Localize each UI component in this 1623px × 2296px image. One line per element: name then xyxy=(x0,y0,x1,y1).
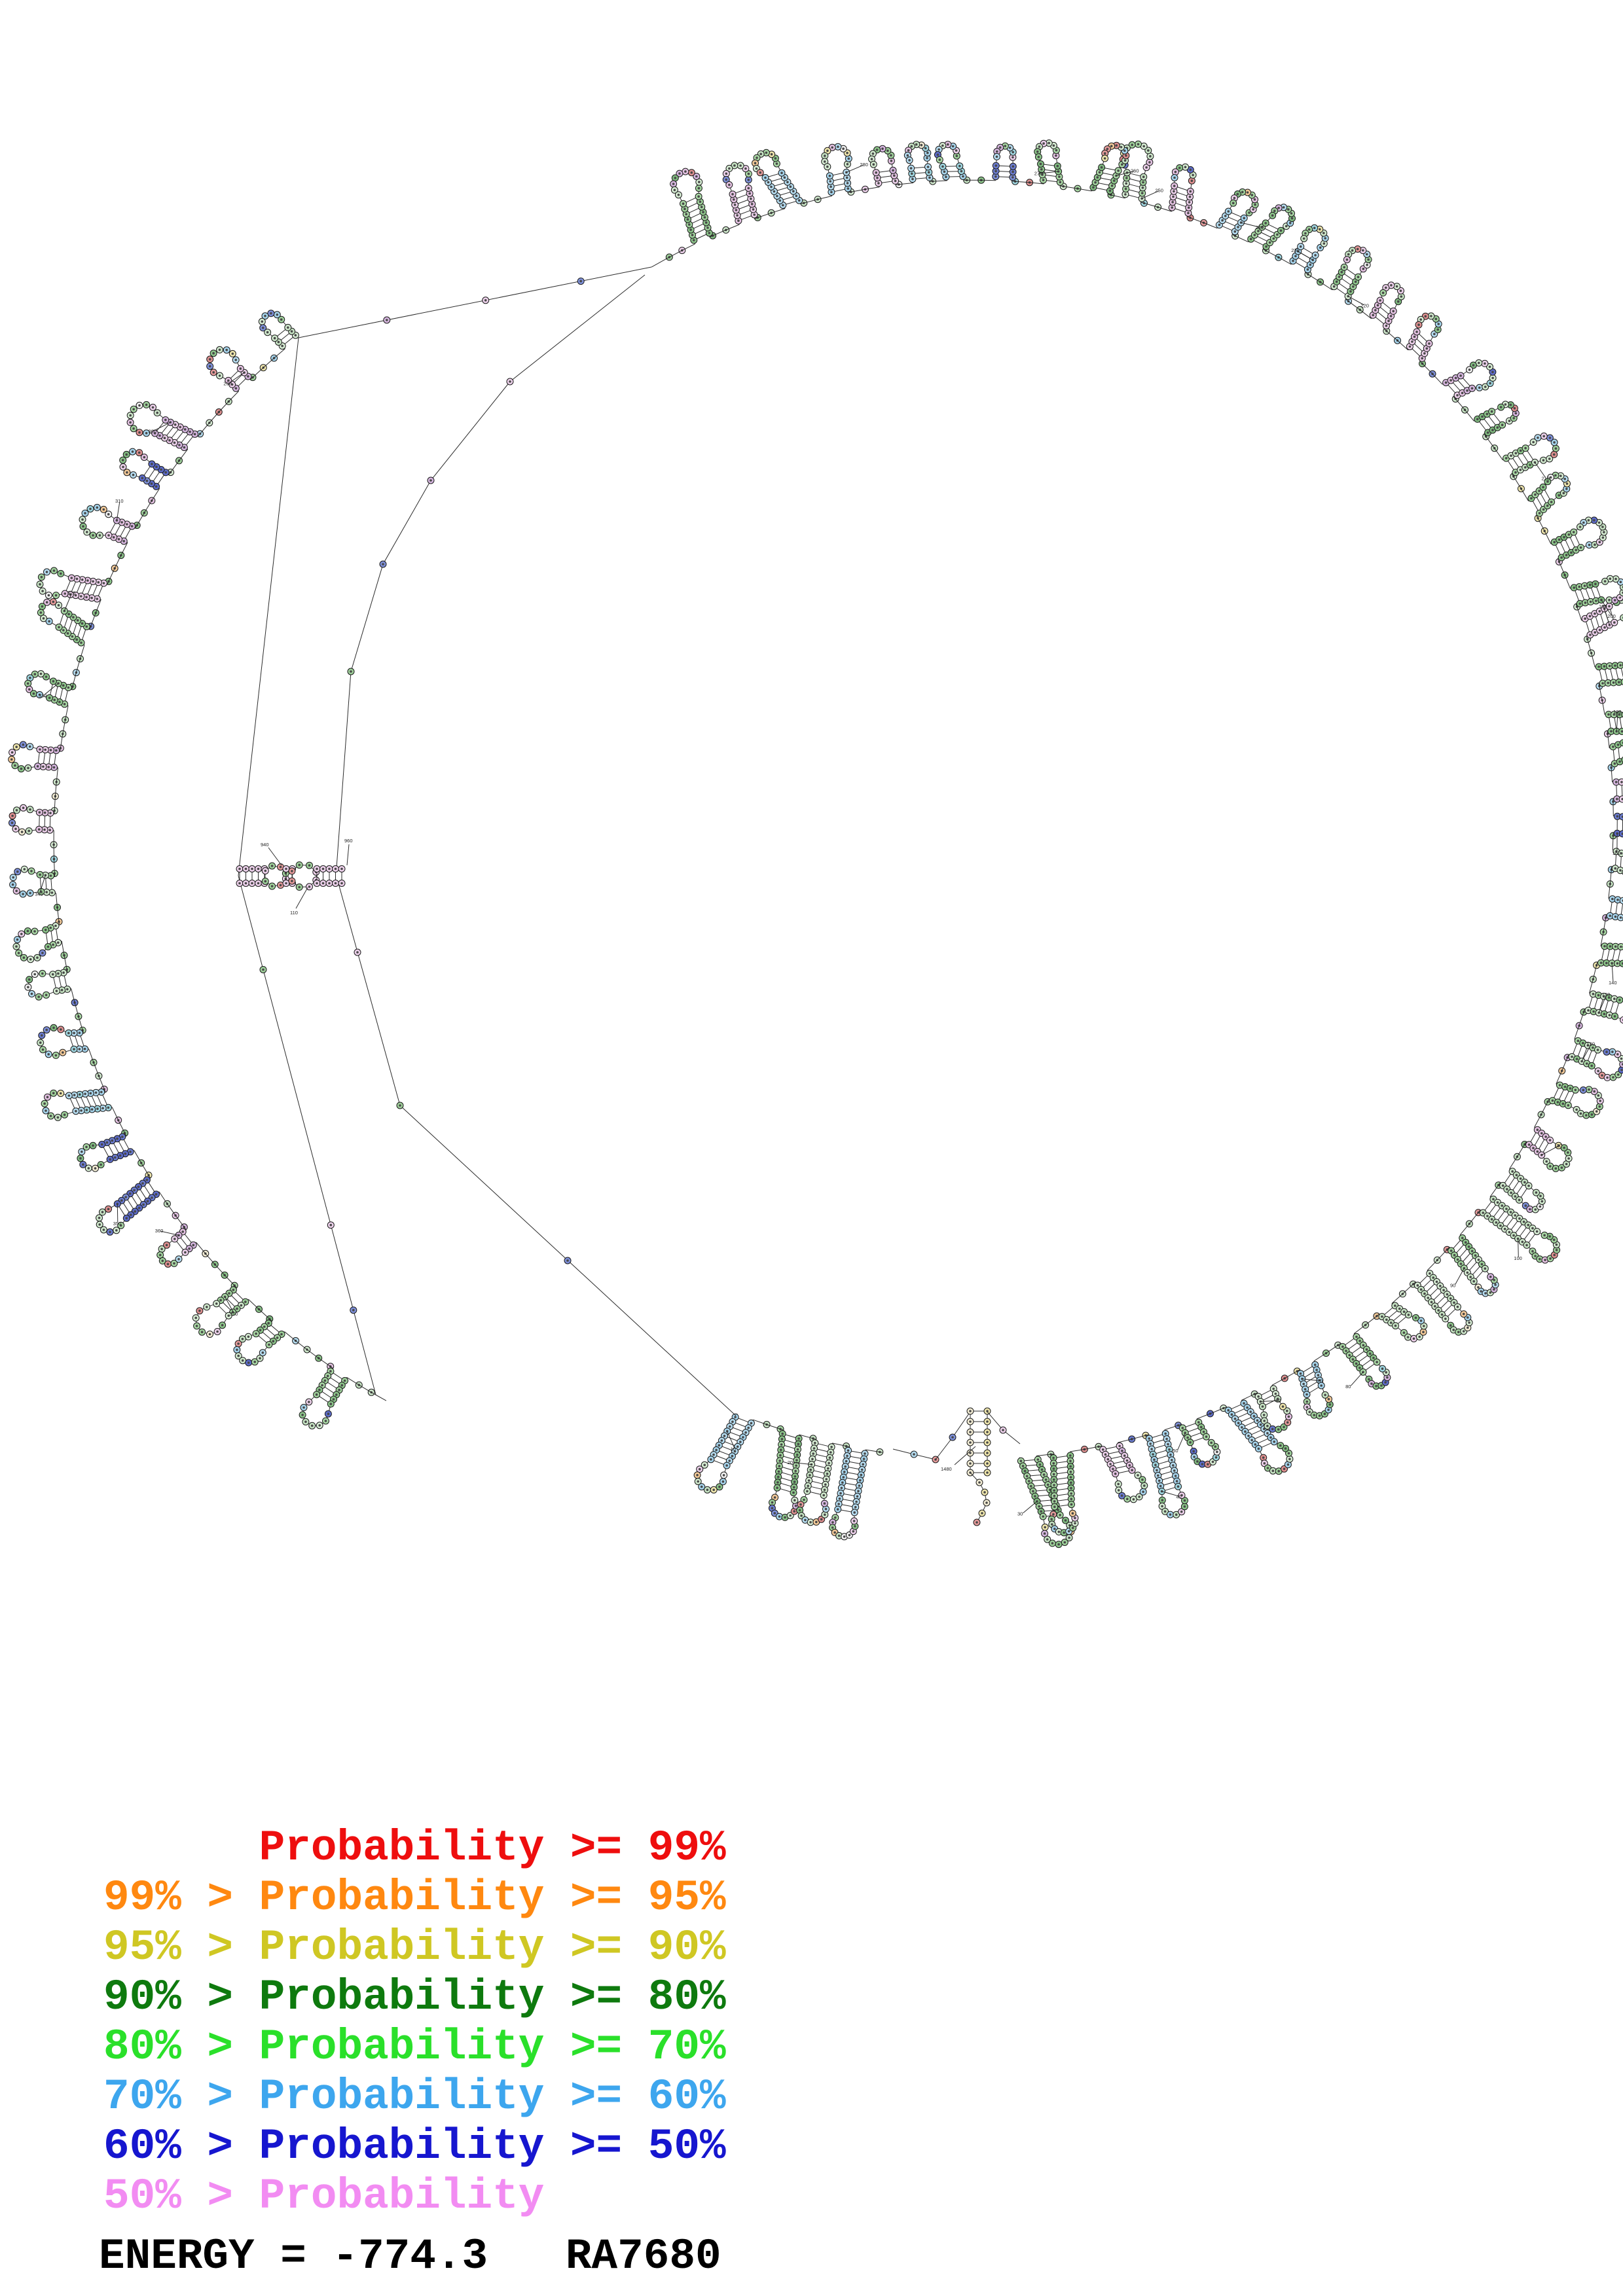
svg-text:230: 230 xyxy=(1291,247,1300,253)
svg-text:300: 300 xyxy=(149,428,157,434)
svg-text:95% > Probability >= 90%: 95% > Probability >= 90% xyxy=(103,1923,726,1972)
svg-text:60: 60 xyxy=(1275,1398,1281,1404)
svg-text:110: 110 xyxy=(290,910,298,916)
svg-text:960: 960 xyxy=(344,838,353,844)
svg-text:350: 350 xyxy=(113,1221,122,1227)
svg-text:100: 100 xyxy=(1514,1255,1522,1261)
svg-text:140: 140 xyxy=(1609,980,1617,986)
svg-text:310: 310 xyxy=(115,498,124,504)
svg-text:70: 70 xyxy=(1317,1378,1322,1384)
svg-text:270: 270 xyxy=(1034,171,1043,177)
svg-text:340: 340 xyxy=(35,891,43,897)
svg-text:280: 280 xyxy=(860,162,868,168)
svg-text:99% > Probability >= 95%: 99% > Probability >= 95% xyxy=(103,1873,726,1922)
svg-text:370: 370 xyxy=(230,1311,238,1317)
svg-text:20: 20 xyxy=(788,1460,793,1465)
svg-text:290: 290 xyxy=(223,381,232,387)
svg-text:200: 200 xyxy=(1607,613,1616,619)
svg-text:60% > Probability >= 50%: 60% > Probability >= 50% xyxy=(103,2122,726,2171)
svg-text:50% > Probability: 50% > Probability xyxy=(103,2172,544,2221)
svg-text:220: 220 xyxy=(1360,303,1369,309)
svg-text:210: 210 xyxy=(1542,476,1550,482)
svg-text:360: 360 xyxy=(155,1228,164,1234)
svg-text:180: 180 xyxy=(1613,709,1622,715)
svg-text:160: 160 xyxy=(1613,850,1621,856)
svg-text:Probability >= 99%: Probability >= 99% xyxy=(103,1823,726,1873)
svg-text:70% > Probability >= 60%: 70% > Probability >= 60% xyxy=(103,2072,726,2121)
svg-text:330: 330 xyxy=(39,693,47,699)
svg-text:110: 110 xyxy=(1554,1143,1562,1149)
svg-text:940: 940 xyxy=(261,842,269,848)
svg-text:130: 130 xyxy=(1602,992,1611,997)
svg-text:10: 10 xyxy=(731,1446,736,1452)
svg-text:40: 40 xyxy=(1176,1494,1181,1499)
svg-text:90% > Probability >= 80%: 90% > Probability >= 80% xyxy=(103,1973,726,2022)
svg-text:90: 90 xyxy=(1450,1283,1455,1289)
svg-text:80: 80 xyxy=(1345,1384,1351,1390)
svg-text:120: 120 xyxy=(1587,1041,1596,1047)
svg-text:250: 250 xyxy=(1155,187,1163,193)
svg-text:50: 50 xyxy=(1173,1448,1178,1454)
svg-text:ENERGY = -774.3 RA7680: ENERGY = -774.3 RA7680 xyxy=(99,2232,721,2281)
svg-text:80% > Probability >= 70%: 80% > Probability >= 70% xyxy=(103,2022,726,2072)
svg-text:240: 240 xyxy=(1256,224,1264,230)
svg-text:190: 190 xyxy=(1599,603,1607,609)
svg-text:260: 260 xyxy=(1131,168,1139,174)
svg-text:30: 30 xyxy=(1017,1511,1023,1517)
svg-text:1480: 1480 xyxy=(941,1466,952,1472)
svg-text:320: 320 xyxy=(67,590,76,596)
